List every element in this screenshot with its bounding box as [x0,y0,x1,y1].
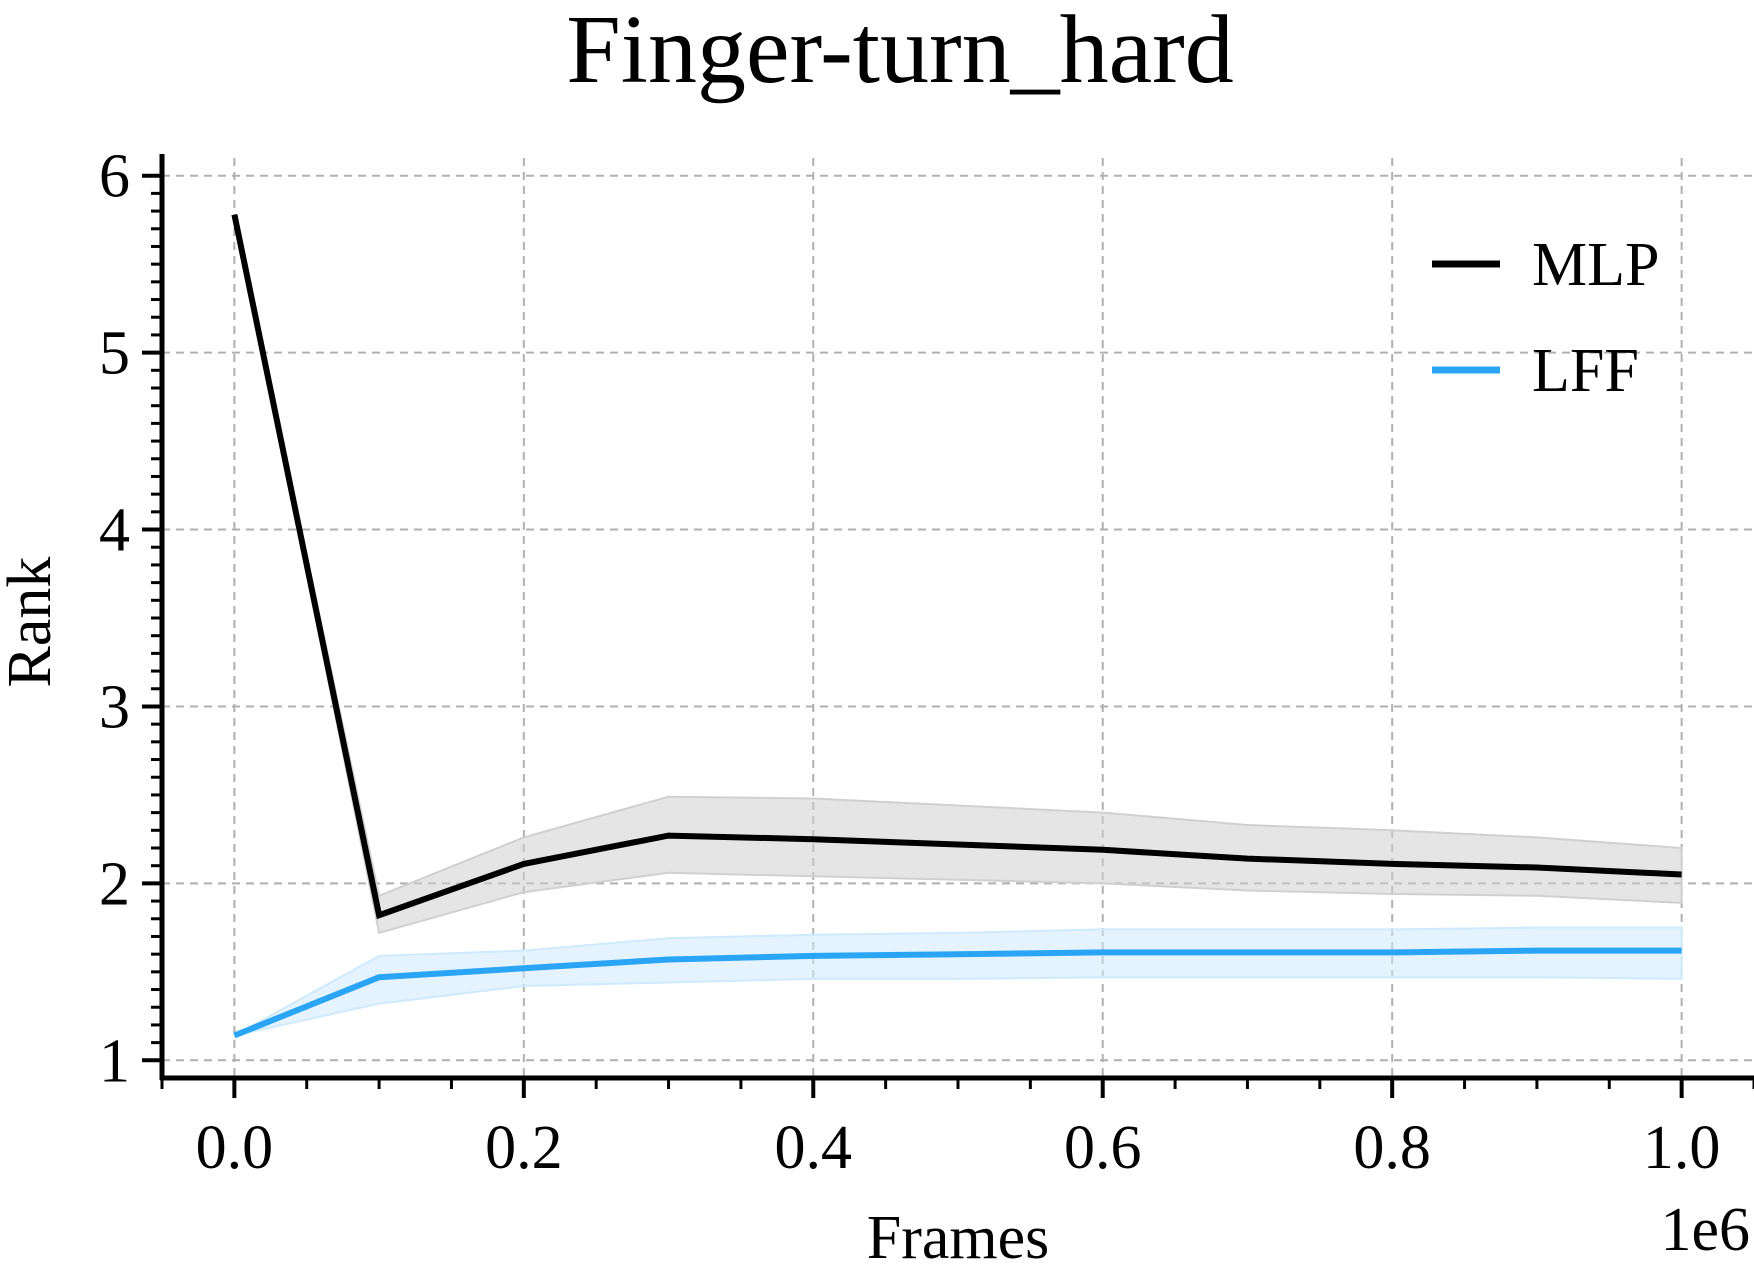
ticks [142,173,1754,1098]
x-tick-label: 0.8 [1353,1114,1431,1182]
series-line-mlp [231,213,1682,920]
y-tick-label: 5 [99,320,130,388]
x-tick-label: 0.6 [1064,1114,1142,1182]
x-tick-label: 1.0 [1643,1114,1721,1182]
x-tick-label: 0.4 [775,1114,853,1182]
band-lff [233,926,1683,1037]
y-tick-label: 2 [99,850,130,918]
x-tick-label: 0.2 [485,1114,563,1182]
y-tick-label: 6 [99,143,130,211]
y-tick-label: 4 [99,497,130,565]
chart-title: Finger-turn_hard [566,0,1234,104]
x-tick-label: 0.0 [196,1114,274,1182]
y-axis-label: Rank [0,557,64,688]
legend-label-lff: LFF [1532,337,1639,405]
series-line-lff [233,947,1682,1039]
band-mlp [233,214,1683,935]
legend-label-mlp: MLP [1532,231,1659,299]
tick-labels: 0.0 0.2 0.4 0.6 0.8 1.0 1 2 3 4 5 6 [99,143,1720,1182]
y-tick-label: 1 [99,1027,130,1095]
confidence-bands [233,214,1683,1037]
series-lines [231,213,1682,1039]
y-tick-label: 3 [99,673,130,741]
x-axis-label: Frames [867,1204,1050,1272]
x-offset-label: 1e6 [1660,1196,1750,1264]
legend: MLP LFF [1432,231,1659,405]
